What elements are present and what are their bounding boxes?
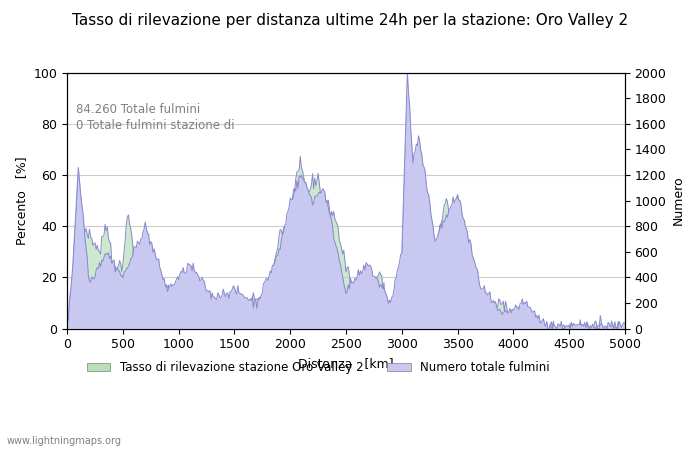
X-axis label: Distanza   [km]: Distanza [km]: [298, 357, 394, 370]
Y-axis label: Percento   [%]: Percento [%]: [15, 156, 28, 245]
Legend: Tasso di rilevazione stazione Oro Valley 2, Numero totale fulmini: Tasso di rilevazione stazione Oro Valley…: [82, 357, 554, 379]
Text: www.lightningmaps.org: www.lightningmaps.org: [7, 436, 122, 446]
Y-axis label: Numero: Numero: [672, 176, 685, 225]
Text: 0 Totale fulmini stazione di: 0 Totale fulmini stazione di: [76, 119, 234, 131]
Text: 84.260 Totale fulmini: 84.260 Totale fulmini: [76, 103, 200, 116]
Text: Tasso di rilevazione per distanza ultime 24h per la stazione: Oro Valley 2: Tasso di rilevazione per distanza ultime…: [72, 14, 628, 28]
